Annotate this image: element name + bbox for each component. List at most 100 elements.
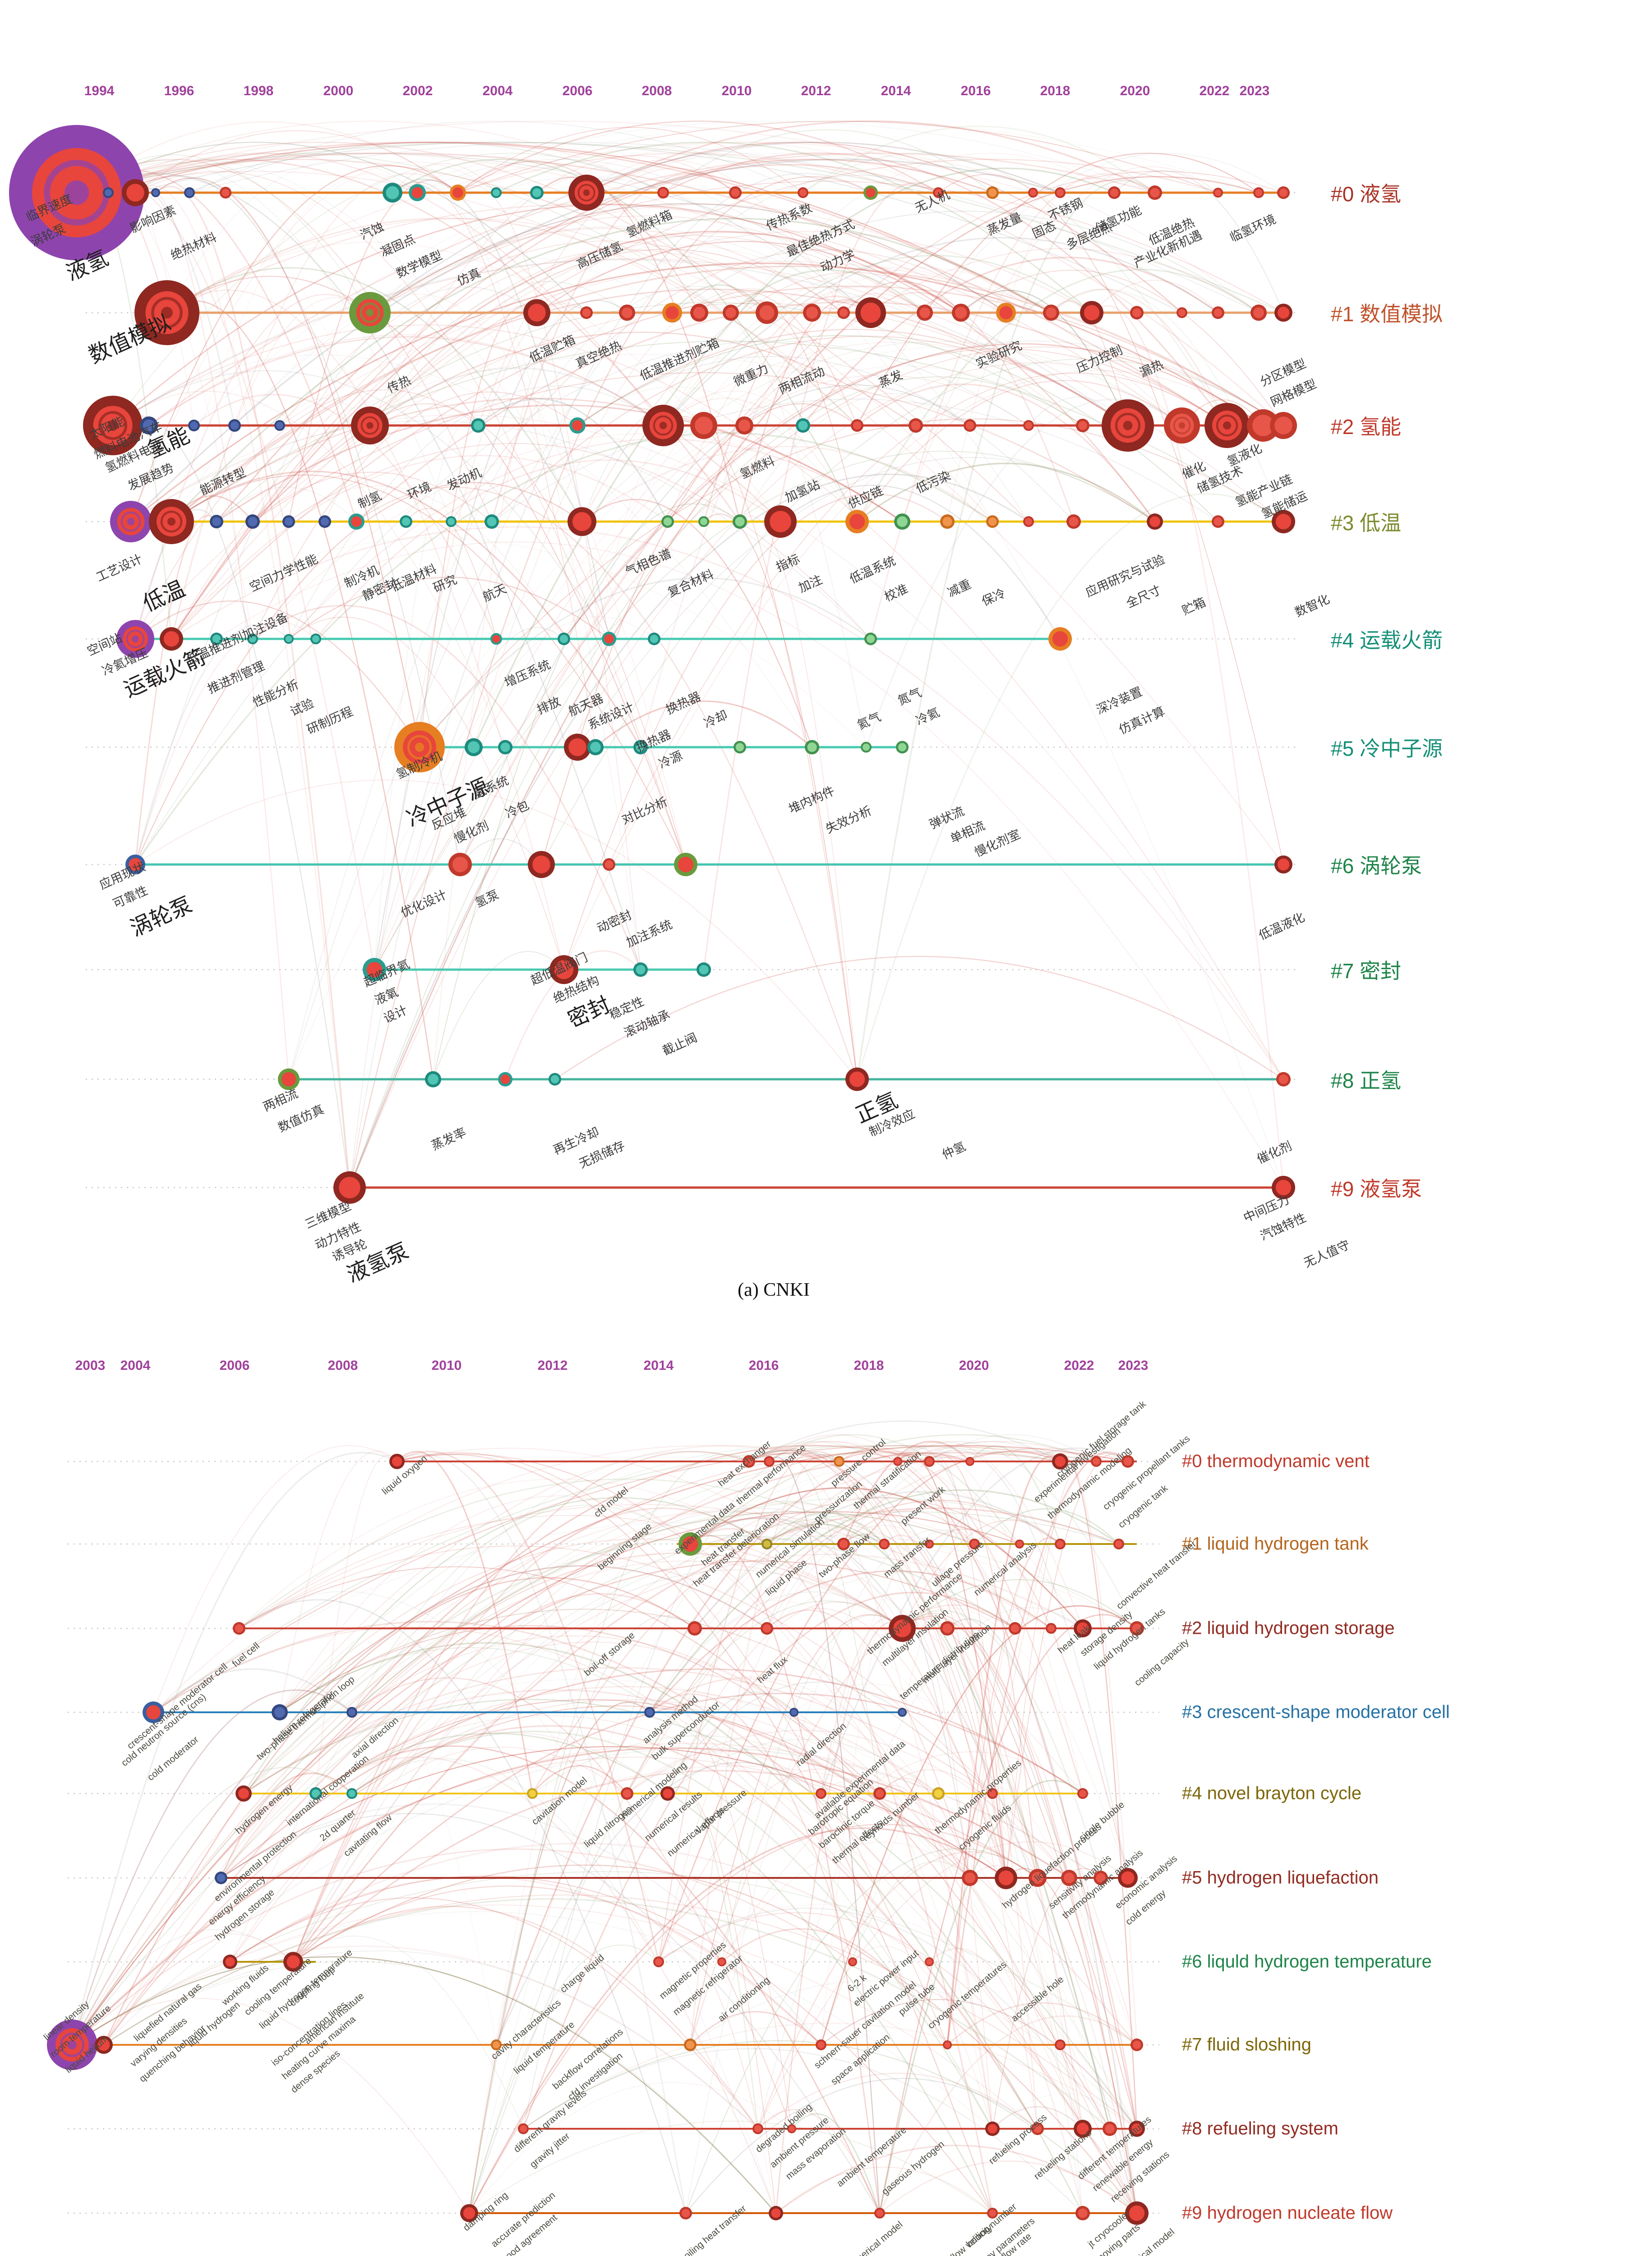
citation-arc: [577, 416, 704, 748]
citation-arc: [671, 284, 768, 314]
arc-layer-wos: [71, 1420, 1138, 2214]
year-label-2010: 2010: [431, 1358, 462, 1373]
cluster-label-#3: #3 crescent-shape moderator cell: [1182, 1702, 1450, 1722]
citation-arc: [748, 1453, 1137, 2129]
citation-arc: [857, 153, 1284, 426]
keyword-node-core: [942, 1623, 952, 1633]
keyword: receiving stations: [1108, 2149, 1172, 2205]
citation-arc: [663, 153, 1228, 426]
citation-arc: [1091, 305, 1284, 1188]
citation-arc: [288, 577, 609, 639]
keyword-node-core: [1132, 2040, 1141, 2049]
keyword-node-core: [590, 742, 601, 753]
keyword-node-core: [955, 306, 967, 319]
year-label-1994: 1994: [84, 83, 115, 98]
citation-arc: [315, 1686, 939, 1794]
keyword: 动力学: [818, 247, 857, 275]
citation-arc: [821, 1538, 930, 2045]
citation-arc: [843, 1532, 1084, 2214]
keyword-node-core: [686, 2040, 695, 2049]
citation-arc: [672, 211, 1259, 313]
citation-arc: [902, 1608, 1128, 1878]
node-ring: [126, 629, 145, 648]
keyword: 校准: [882, 582, 910, 604]
keyword-node-core: [285, 635, 292, 643]
citation-arc: [288, 365, 1083, 1080]
keyword: 贮箱: [1180, 595, 1208, 618]
citation-arc: [748, 1441, 1015, 1629]
citation-arc: [71, 1511, 975, 2045]
citation-arc: [897, 1447, 975, 1544]
citation-arc: [821, 1780, 993, 2129]
citation-arc: [108, 153, 664, 426]
citation-arc: [843, 1510, 975, 1544]
keyword: 两相流动: [776, 364, 827, 397]
keyword-node-core: [249, 635, 256, 643]
keyword-node-core: [230, 421, 239, 430]
keyword: 汽蚀: [358, 220, 386, 242]
keyword-node-core: [1214, 517, 1223, 526]
citation-arc: [769, 1457, 880, 2214]
node-ring: [60, 2032, 85, 2057]
keyword-node-core: [1115, 1540, 1122, 1548]
keyword-node-core: [463, 2207, 475, 2219]
keyword-node-core: [926, 1541, 932, 1547]
citation-arc: [293, 1451, 1061, 1962]
citation-arc: [649, 1591, 903, 1713]
citation-arc: [71, 1689, 352, 2045]
citation-arc: [230, 1451, 749, 1962]
citation-arc: [419, 418, 1284, 748]
citation-arc: [72, 1511, 1119, 2045]
citation-arc: [627, 1500, 1061, 1794]
keyword: 储氢功能: [1093, 203, 1144, 236]
keyword-node-core: [636, 965, 646, 975]
citation-arc: [929, 1456, 1006, 1878]
citation-arc: [929, 1456, 1006, 1878]
citation-arc: [130, 414, 1284, 1080]
citation-arc: [392, 159, 858, 522]
keyword-node-core: [1029, 189, 1037, 196]
keyword: 氢燃料箱: [624, 208, 674, 240]
citation-arc: [351, 1701, 880, 1794]
keyword-node-core: [911, 421, 921, 430]
citation-arc: [130, 165, 458, 522]
keyword-node-core: [731, 188, 740, 197]
citation-arc: [239, 1478, 767, 1629]
keyword-node-core: [919, 307, 930, 318]
keyword-node-core: [1178, 309, 1186, 316]
citation-arc: [293, 1569, 903, 1962]
keyword-node-core: [817, 2041, 825, 2048]
citation-arc: [112, 354, 812, 748]
keyword-node-core: [97, 2039, 110, 2051]
keyword-node-core: [650, 634, 659, 643]
keyword: 加注: [796, 573, 825, 595]
citation-arc: [72, 1757, 1006, 2045]
citation-arc: [103, 1933, 294, 2045]
citation-arc: [71, 1560, 1015, 2045]
citation-arc: [852, 1946, 993, 2129]
keyword-node-core: [771, 2208, 781, 2218]
citation-arc: [130, 263, 1264, 522]
keyword: 无人机: [913, 188, 952, 215]
citation-arc: [76, 141, 1284, 314]
citation-arc: [769, 1453, 880, 1794]
keyword-node-core: [1252, 415, 1274, 436]
citation-arc: [171, 286, 1284, 639]
keyword: 制氢: [355, 489, 384, 511]
citation-arc: [243, 1699, 1138, 2129]
citation-arc: [171, 526, 1284, 1080]
citation-arc: [130, 262, 1264, 522]
citation-arc: [532, 1735, 1138, 2129]
citation-arc: [171, 249, 812, 639]
keyword: 蒸发量: [985, 210, 1024, 238]
citation-arc: [667, 1601, 903, 1794]
citation-arc: [879, 2160, 1137, 2214]
keyword-node-core: [1131, 2123, 1142, 2134]
keyword: 两相流: [261, 1086, 300, 1114]
citation-arc: [649, 1678, 1083, 2129]
citation-arc: [748, 1453, 993, 2129]
citation-arc: [189, 142, 871, 313]
citation-arc: [243, 1689, 1138, 2045]
keyword: convective heat transfer: [1114, 1539, 1199, 1612]
